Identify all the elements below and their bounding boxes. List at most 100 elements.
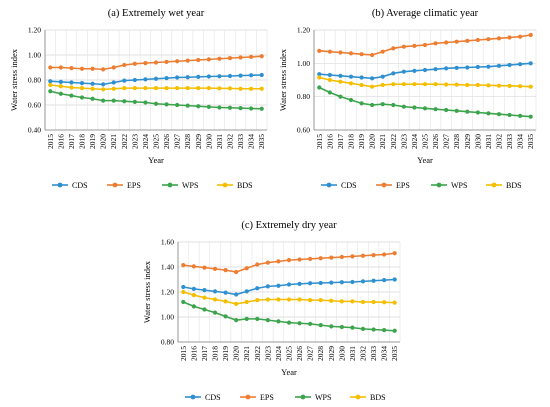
data-point-bds <box>286 297 292 302</box>
data-point-wps <box>212 310 218 315</box>
x-tick-label: 2028 <box>316 346 325 361</box>
data-point-eps <box>496 36 502 41</box>
data-point-cds <box>212 289 218 294</box>
series-line-wps <box>182 301 395 332</box>
x-tick-label: 2017 <box>67 134 76 149</box>
y-tick-label: 0.80 <box>297 92 310 101</box>
data-point-cds <box>238 73 243 78</box>
data-point-bds <box>259 86 264 91</box>
data-point-bds <box>401 82 406 87</box>
data-point-eps <box>392 251 397 256</box>
data-point-wps <box>433 107 438 112</box>
data-point-eps <box>370 52 375 58</box>
data-point-eps <box>143 61 148 66</box>
data-point-eps <box>339 254 344 260</box>
data-point-eps <box>265 260 270 265</box>
data-point-bds <box>79 86 85 91</box>
data-point-eps <box>318 256 323 261</box>
x-tick-label: 2019 <box>357 134 366 149</box>
data-point-wps <box>348 97 354 103</box>
data-point-wps <box>338 94 343 99</box>
data-point-eps <box>69 66 74 71</box>
data-point-eps <box>185 58 190 63</box>
data-point-bds <box>202 295 207 300</box>
data-point-eps <box>327 49 332 54</box>
data-point-wps <box>422 106 428 111</box>
legend-marker-eps <box>112 182 118 188</box>
data-point-wps <box>191 304 196 309</box>
data-point-cds <box>164 76 169 81</box>
x-tick-label: 2025 <box>152 134 161 149</box>
data-point-bds <box>392 300 397 305</box>
data-point-wps <box>48 89 53 94</box>
data-point-wps <box>101 98 106 103</box>
data-point-eps <box>412 43 417 48</box>
data-point-wps <box>339 324 344 330</box>
data-point-wps <box>350 325 355 330</box>
x-tick-label: 2015 <box>179 346 188 361</box>
data-point-wps <box>391 102 396 108</box>
data-point-cds <box>329 280 334 285</box>
x-tick-label: 2025 <box>285 346 294 361</box>
legend-marker-bds <box>222 182 228 188</box>
legend-marker-cds <box>57 182 63 188</box>
data-point-eps <box>433 41 438 46</box>
legend: CDS EPS WPS BDS <box>52 181 253 190</box>
y-tick-label: 1.00 <box>297 59 310 68</box>
data-point-cds <box>244 289 249 294</box>
data-point-cds <box>101 82 106 87</box>
data-point-eps <box>338 50 343 55</box>
data-point-bds <box>90 86 95 91</box>
data-point-cds <box>255 286 260 291</box>
data-point-bds <box>348 81 354 86</box>
data-point-eps <box>217 56 222 61</box>
x-tick-label: 2024 <box>141 134 150 149</box>
data-point-eps <box>223 268 228 273</box>
data-point-cds <box>122 78 127 83</box>
data-point-bds <box>486 83 491 88</box>
data-point-eps <box>348 51 354 56</box>
x-tick-label: 2033 <box>236 134 245 149</box>
data-point-wps <box>317 85 322 90</box>
legend: CDS EPS WPS BDS <box>321 181 522 190</box>
data-point-bds <box>454 82 459 87</box>
data-point-cds <box>48 79 53 84</box>
data-point-wps <box>507 112 512 118</box>
y-tick-label: 0.60 <box>28 101 41 110</box>
x-tick-label: 2035 <box>257 134 266 149</box>
data-point-cds <box>454 65 459 70</box>
y-tick-label: 0.40 <box>28 126 41 135</box>
data-point-eps <box>101 67 106 72</box>
x-tick-label: 2021 <box>109 134 118 149</box>
data-point-cds <box>259 72 264 78</box>
data-point-eps <box>206 57 211 62</box>
data-point-eps <box>371 253 376 258</box>
data-point-cds <box>206 74 211 79</box>
y-tick-label: 1.00 <box>161 313 174 322</box>
data-point-wps <box>164 102 169 107</box>
data-point-eps <box>359 52 364 57</box>
x-tick-label: 2031 <box>484 134 493 149</box>
x-tick-label: 2018 <box>211 346 220 361</box>
legend-marker-bds <box>491 182 497 188</box>
data-point-eps <box>360 253 366 258</box>
legend-label-cds: CDS <box>72 181 88 190</box>
x-tick-label: 2032 <box>495 134 504 149</box>
data-point-bds <box>185 86 190 91</box>
data-point-cds <box>217 74 222 79</box>
x-tick-label: 2024 <box>410 134 419 149</box>
data-point-eps <box>191 264 196 269</box>
data-point-wps <box>308 321 313 326</box>
data-point-cds <box>153 76 159 81</box>
data-point-cds <box>338 73 343 78</box>
data-point-wps <box>475 110 480 115</box>
data-point-wps <box>360 326 366 331</box>
data-point-wps <box>185 103 190 108</box>
data-point-cds <box>143 77 148 82</box>
data-point-bds <box>412 82 417 87</box>
data-point-cds <box>422 67 428 73</box>
data-point-eps <box>122 62 127 68</box>
x-tick-label: 2027 <box>173 134 182 149</box>
x-tick-label: 2029 <box>194 134 203 149</box>
data-point-bds <box>223 299 228 304</box>
